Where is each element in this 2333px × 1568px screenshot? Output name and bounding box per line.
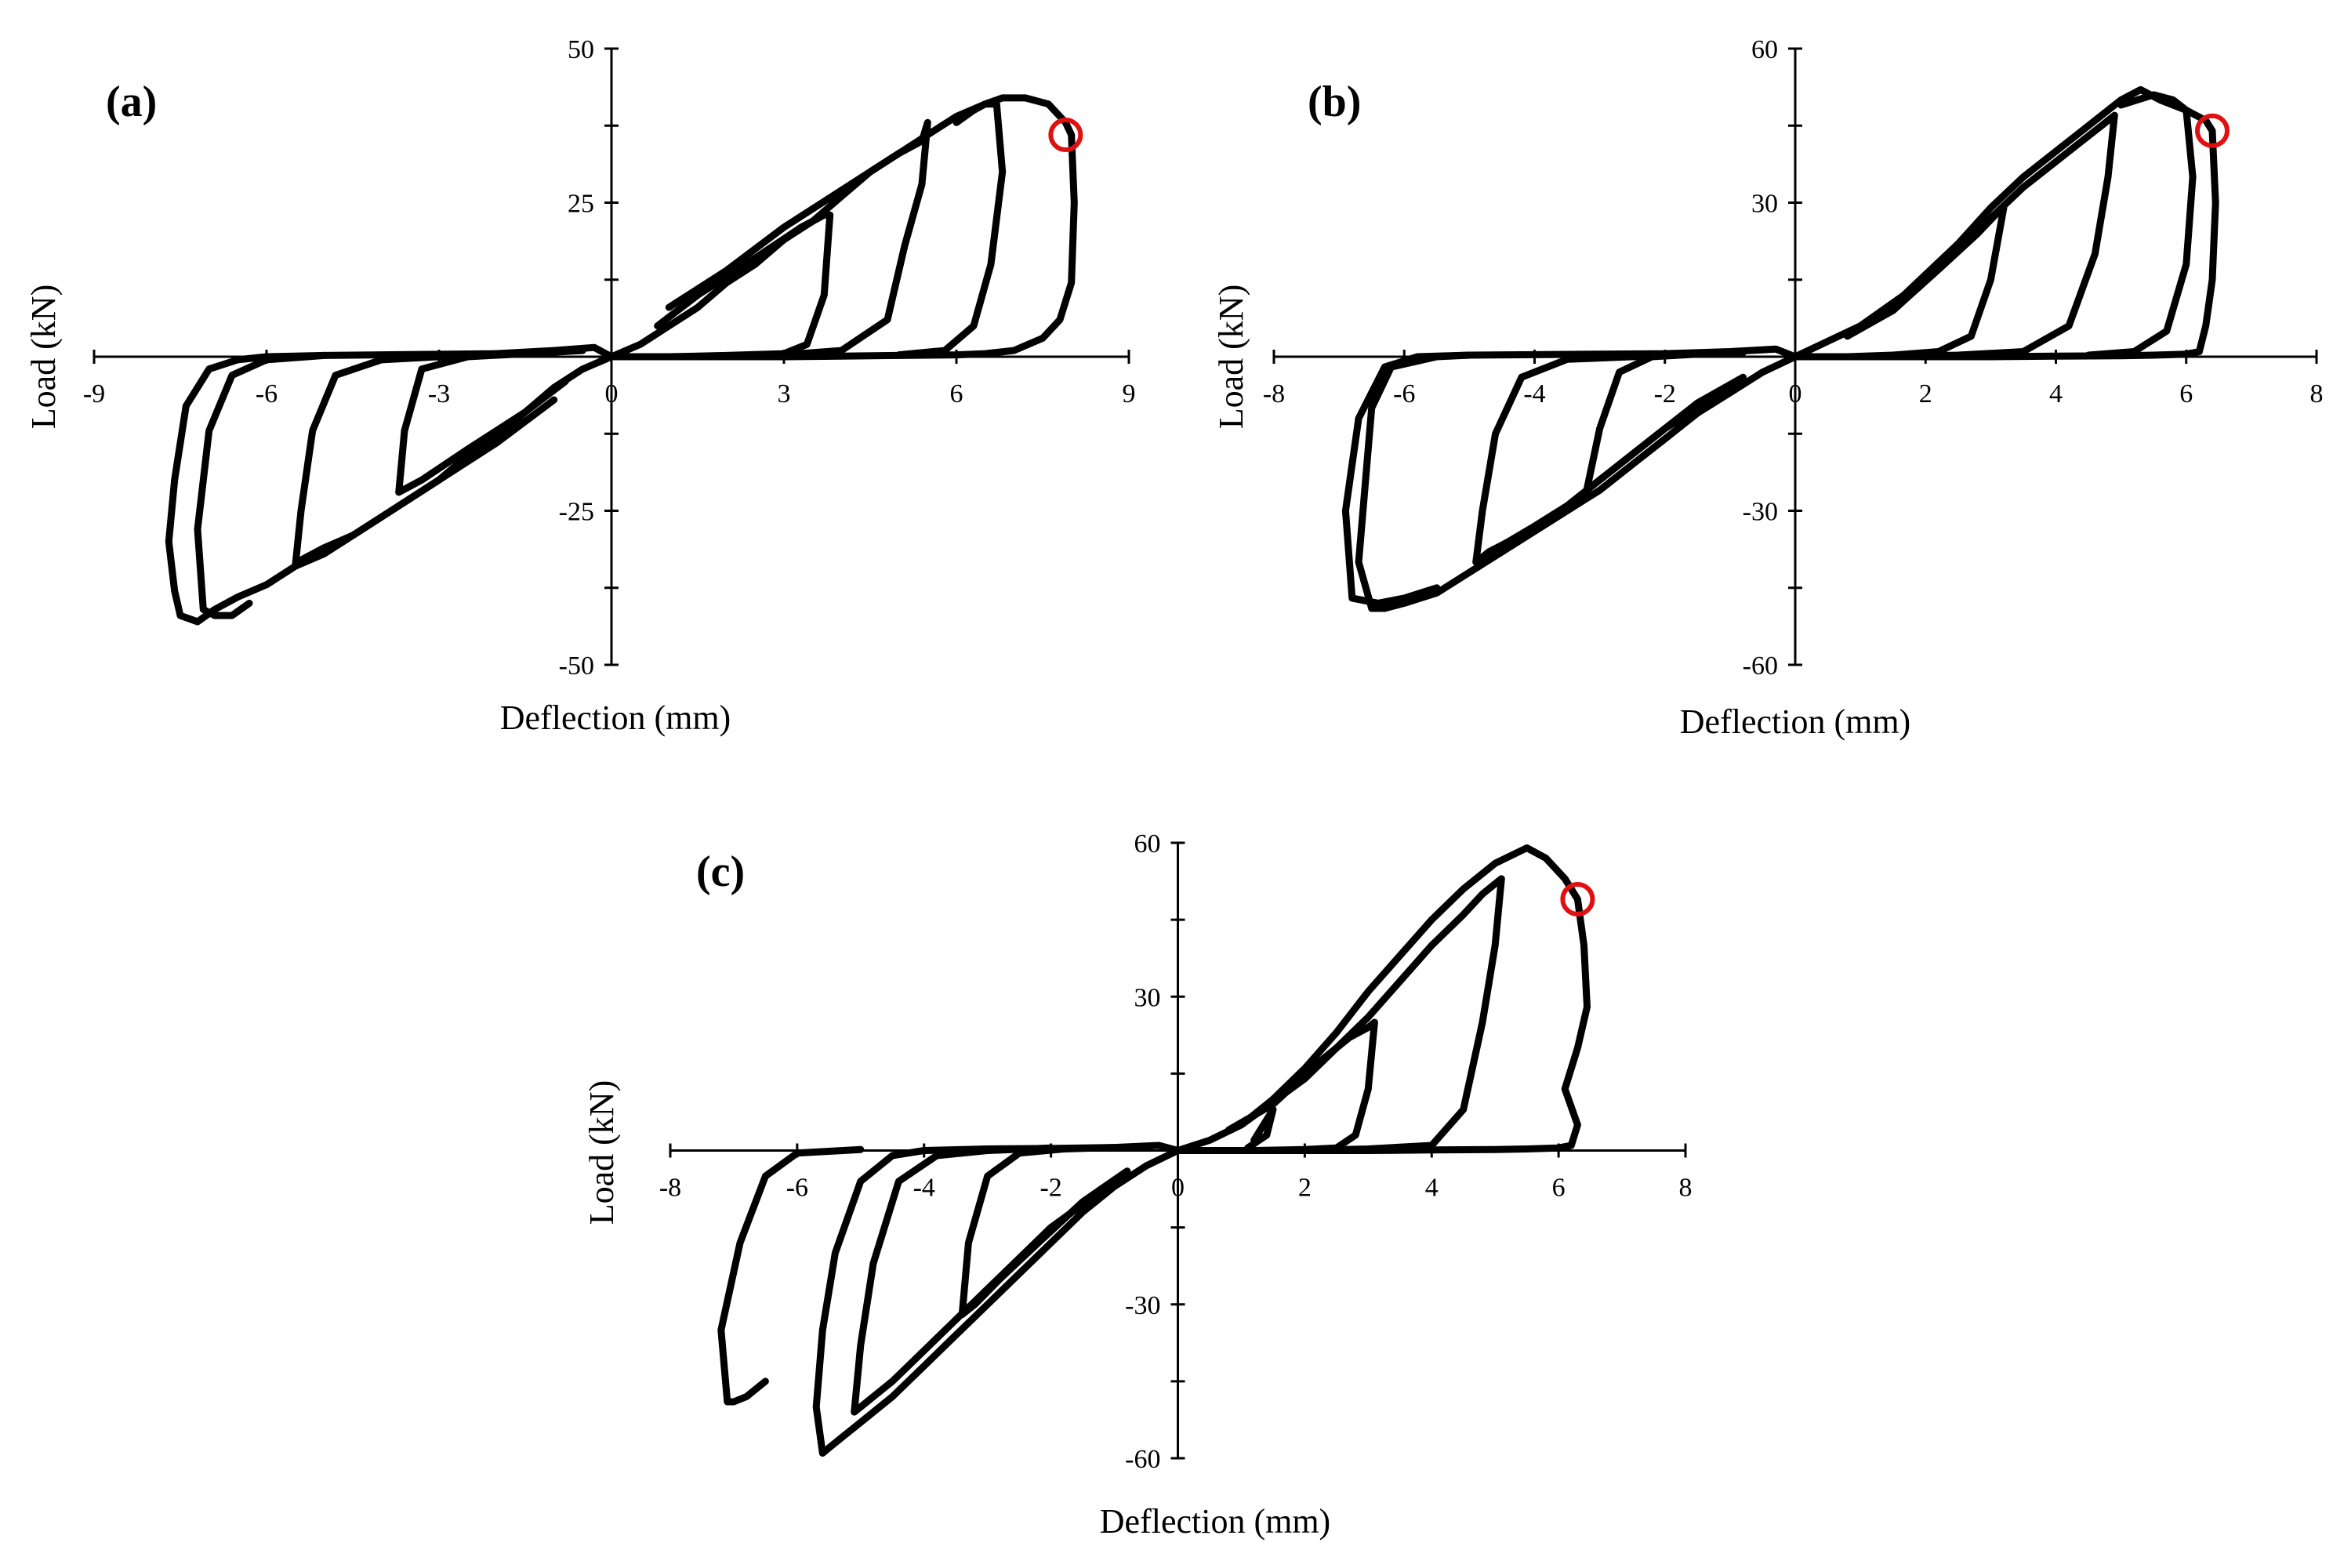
panel-c-hysteresis-loop-4	[958, 1144, 1131, 1319]
panel-b-hysteresis-loop-3	[1844, 204, 2008, 361]
panel-c-ylabel: Load (kN)	[582, 1080, 621, 1225]
panel-a-x-tick-label: -6	[256, 379, 278, 408]
panel-b-xlabel: Deflection (mm)	[1680, 702, 1910, 741]
panel-b-y-tick-label: -60	[1743, 652, 1778, 681]
panel-c-x-tick-label: -4	[913, 1174, 935, 1203]
panel-c-x-tick-label: -8	[659, 1174, 681, 1203]
panel-c-x-tick-label: 4	[1425, 1174, 1439, 1203]
panel-a-xlabel: Deflection (mm)	[500, 699, 731, 737]
panel-c-hysteresis-loop-3	[1225, 1018, 1378, 1154]
panel-b-x-tick-label: -2	[1654, 379, 1676, 408]
panel-c-x-tick-label: 8	[1679, 1174, 1693, 1203]
panel-a-ylabel: Load (kN)	[24, 285, 63, 430]
panel-c-label: (c)	[696, 848, 745, 896]
panel-a-y-tick-label: -25	[559, 498, 594, 527]
panel-a-hysteresis-loop-1	[665, 118, 931, 361]
panel-b-x-tick-label: -6	[1393, 379, 1415, 408]
panel-c-hysteresis-loop-0	[812, 844, 1591, 1457]
panel-c-hysteresis-loop-5	[717, 1145, 865, 1406]
panel-a-y-tick-label: 25	[568, 190, 594, 219]
panel-a-y-tick-label: -50	[559, 652, 594, 681]
panel-b-hysteresis-loop-1	[1856, 111, 2118, 361]
panel-a-label: (a)	[106, 78, 157, 126]
panel-b-x-tick-label: 6	[2179, 379, 2193, 408]
panel-b-y-tick-label: 30	[1751, 190, 1778, 219]
panel-b-x-tick-label: 4	[2049, 379, 2063, 408]
panel-a-y-tick-label: 50	[568, 35, 594, 64]
panel-b-hysteresis-loop-5	[2084, 91, 2197, 359]
panel-b-ylabel: Load (kN)	[1212, 285, 1250, 430]
panel-b-failure-marker	[2195, 113, 2230, 148]
panel-a-x-tick-label: 0	[605, 379, 619, 408]
panel-a-x-tick-label: 3	[778, 379, 791, 408]
panel-b-hysteresis-loop-4	[1583, 349, 1747, 494]
panel-c-x-tick-label: 2	[1298, 1174, 1312, 1203]
panel-a-hysteresis-loop-5	[895, 100, 1007, 359]
panel-a-x-tick-label: -3	[428, 379, 450, 408]
panel-b-x-tick-label: 0	[1789, 379, 1802, 408]
panel-a-hysteresis-loop-4	[395, 347, 586, 496]
panel-c-xlabel: Deflection (mm)	[1100, 1502, 1330, 1541]
panel-c-hysteresis-loop-6	[1244, 1105, 1277, 1152]
panel-b-x-tick-label: 2	[1919, 379, 1932, 408]
panel-a-x-tick-label: -9	[83, 379, 105, 408]
panel-b-hysteresis-loop-6	[1341, 351, 1473, 607]
panel-a: (a) Deflection (mm) Load (kN) -9 -6 -3 0 3 6 9…	[24, 35, 1136, 737]
panel-b-hysteresis-loop-2	[1472, 350, 1734, 566]
panel-a-x-tick-label: 9	[1123, 379, 1136, 408]
panel-c-x-tick-label: -6	[786, 1174, 808, 1203]
panel-b-x-tick-label: -4	[1523, 379, 1545, 408]
panel-c-hysteresis-loop-1	[1237, 875, 1505, 1154]
panel-a-hysteresis-loop-6	[194, 351, 328, 619]
panel-c-x-tick-label: -2	[1040, 1174, 1061, 1203]
panel-c-y-tick-label: -30	[1125, 1291, 1160, 1320]
panel-a-hysteresis-loop-2	[292, 350, 558, 570]
panel-b-y-tick-label: 60	[1751, 35, 1778, 64]
panel-c-y-tick-label: -60	[1125, 1445, 1160, 1474]
panel-b-label: (b)	[1308, 78, 1361, 126]
panel-b-x-tick-label: -8	[1263, 379, 1285, 408]
panel-c-y-tick-label: 30	[1134, 983, 1161, 1012]
panel-a-failure-marker	[1048, 118, 1083, 153]
panel-b-x-tick-label: 8	[2310, 379, 2324, 408]
panel-b-y-tick-label: -30	[1743, 498, 1778, 527]
panel-c-x-tick-label: 6	[1552, 1174, 1566, 1203]
panel-a-hysteresis-loop-3	[654, 211, 834, 361]
panel-b: (b) Deflection (mm) Load (kN) -8 -6 -4 -2 0 2…	[1212, 35, 2324, 741]
panel-c-failure-marker	[1560, 881, 1595, 916]
panel-c-x-tick-label: 0	[1171, 1174, 1185, 1203]
panel-c-y-tick-label: 60	[1134, 829, 1161, 858]
panel-a-x-tick-label: 6	[950, 379, 963, 408]
panel-c: (c) Deflection (mm) Load (kN) -8 -6 -4 -2 0 2…	[582, 829, 1693, 1541]
panel-b-hysteresis-loop-0	[1355, 85, 2219, 612]
